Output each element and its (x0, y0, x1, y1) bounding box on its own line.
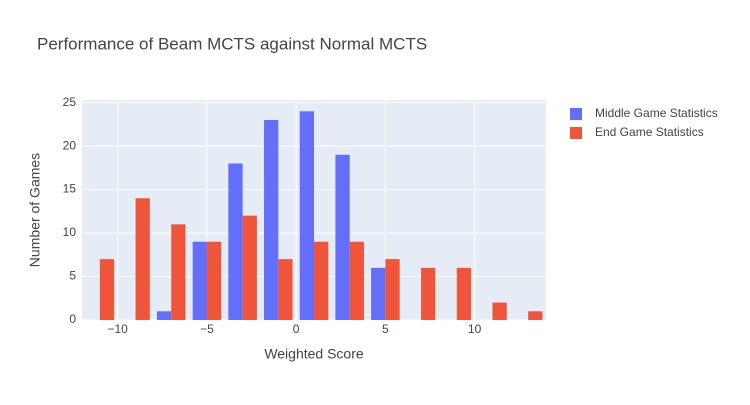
x-axis-title: Weighted Score (264, 346, 364, 362)
bar (135, 198, 150, 320)
x-tick-label: −10 (108, 322, 129, 336)
x-tick-label: 0 (293, 322, 300, 336)
bar (314, 241, 329, 320)
bar (421, 267, 436, 320)
bar (242, 215, 257, 320)
bar (206, 241, 222, 320)
bar (299, 111, 314, 320)
y-tick-label: 0 (69, 312, 76, 326)
legend-swatch (570, 127, 582, 139)
chart-title: Performance of Beam MCTS against Normal … (37, 34, 427, 53)
y-tick-label: 25 (63, 95, 77, 109)
bar (171, 224, 186, 320)
y-tick-label: 5 (69, 269, 76, 283)
bar (371, 267, 386, 320)
bar (492, 302, 507, 320)
x-tick-label: 10 (468, 322, 482, 336)
x-tick-label: −5 (200, 322, 214, 336)
bar (99, 259, 115, 320)
bar (385, 259, 400, 320)
bar (278, 259, 293, 320)
bar (192, 241, 207, 320)
y-tick-label: 15 (63, 182, 77, 196)
legend-label: End Game Statistics (595, 125, 704, 139)
bar (264, 120, 279, 320)
bar (349, 241, 364, 320)
legend-swatch (570, 108, 582, 120)
x-tick-label: 5 (382, 322, 389, 336)
bar (335, 154, 350, 320)
y-axis-title: Number of Games (27, 153, 43, 267)
bar (156, 311, 172, 320)
y-tick-label: 10 (63, 225, 77, 239)
bar (228, 163, 243, 320)
y-tick-label: 20 (63, 138, 77, 152)
bar (528, 311, 543, 320)
legend-label: Middle Game Statistics (595, 106, 718, 120)
bar (456, 267, 472, 320)
